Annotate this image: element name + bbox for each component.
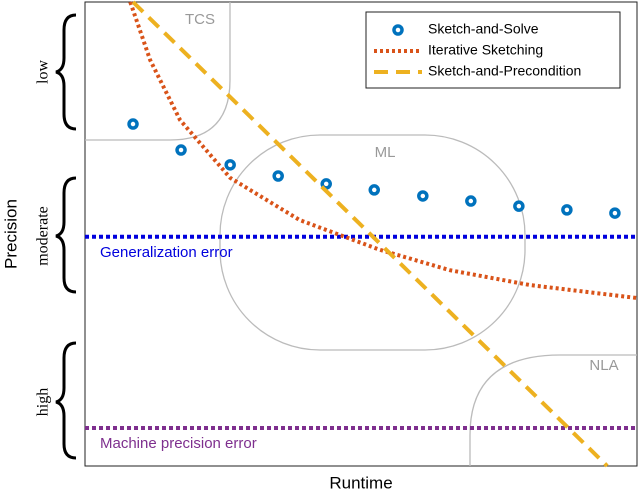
region-outline [469,354,637,466]
data-point [368,184,380,196]
x-axis-label: Runtime [329,473,392,492]
legend: Sketch-and-Solve Iterative Sketching Sketc… [365,11,621,89]
data-point [561,204,573,216]
marks: Generalization error Machine precision er… [85,0,638,468]
data-point [320,178,332,190]
level-label: low [35,60,52,84]
series-line [128,1,638,301]
level-label: high [35,388,52,416]
brace [55,176,77,294]
reference-label: Generalization error [100,244,233,261]
data-point [175,144,187,156]
series-line [131,0,609,468]
legend-label: Sketch-and-Precondition [428,63,581,79]
region-label: NLA [589,357,618,374]
region-label: ML [375,144,396,161]
data-point [465,195,477,207]
brace [55,341,77,460]
data-point [272,170,284,182]
y-axis-label: Precision [1,199,20,269]
plot-frame [84,1,638,467]
data-point [609,207,621,219]
region-outline [219,134,526,351]
data-point [224,159,236,171]
data-point [127,118,139,130]
legend-label: Iterative Sketching [428,42,543,58]
region-label: TCS [185,11,215,28]
legend-label: Sketch-and-Solve [428,21,539,37]
data-point [513,200,525,212]
region-outline [85,2,231,141]
reference-label: Machine precision error [100,435,257,452]
data-point [417,190,429,202]
level-label: moderate [35,206,52,266]
legend-swatch [392,24,404,36]
brace [55,13,77,131]
legend-box [365,11,621,89]
